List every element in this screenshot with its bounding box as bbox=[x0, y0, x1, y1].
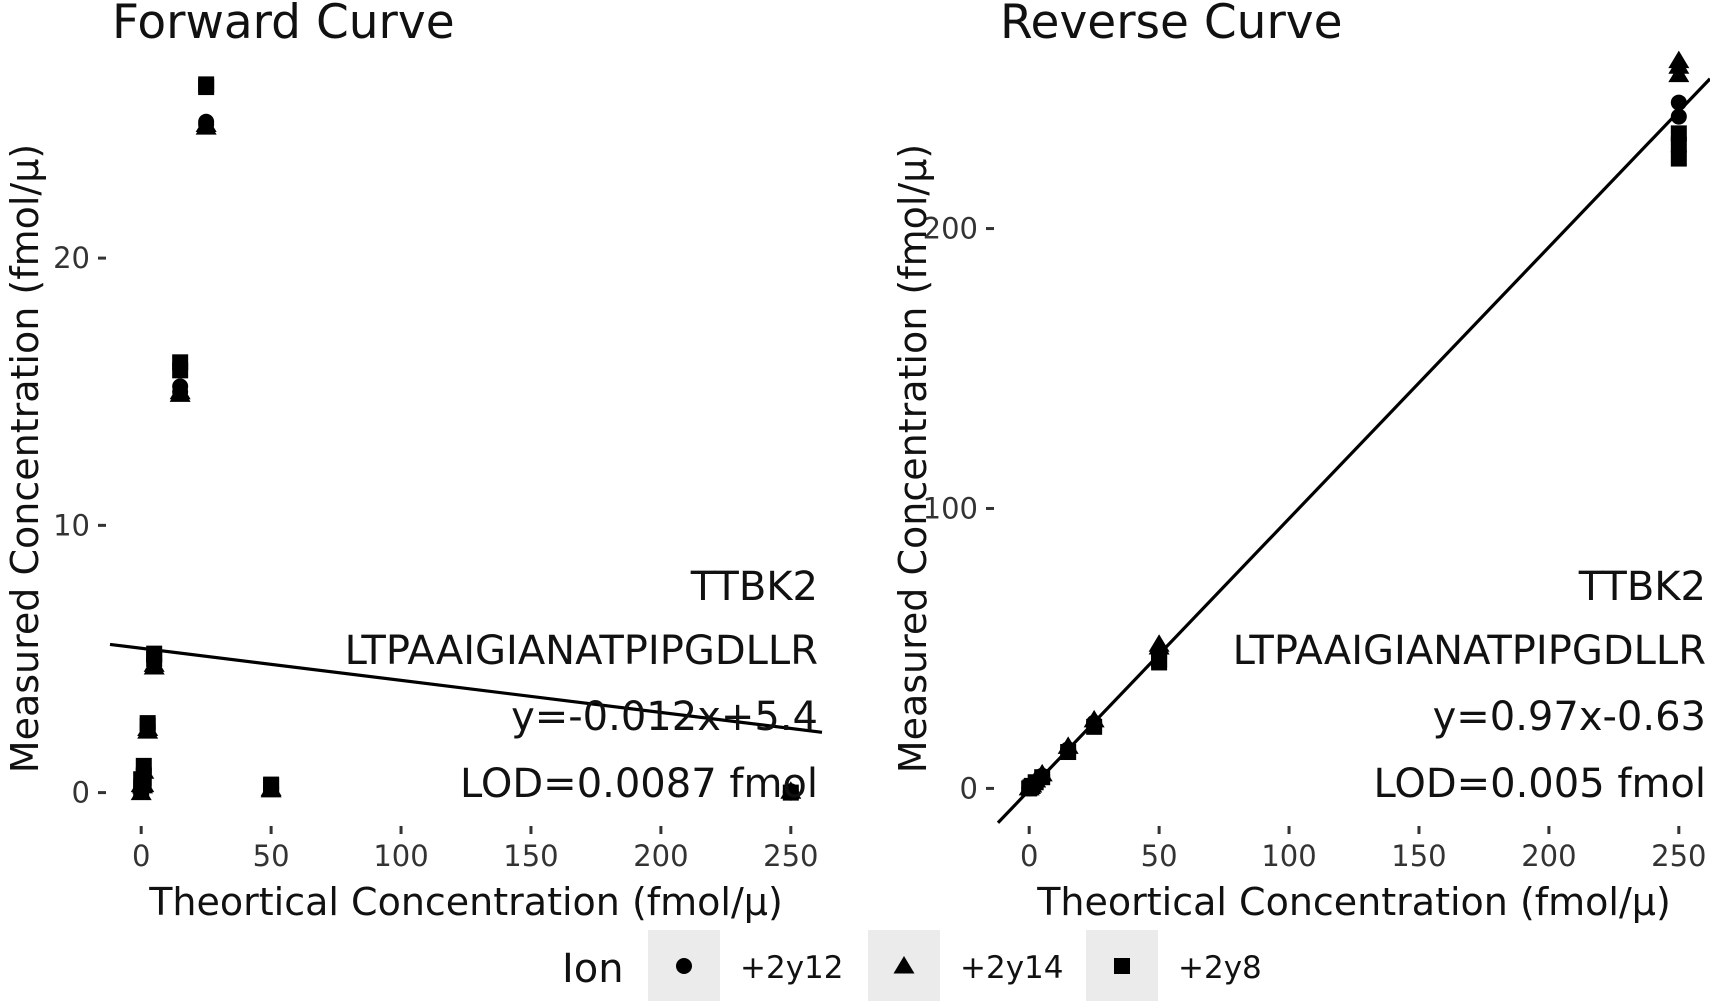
data-point bbox=[263, 776, 280, 793]
data-point bbox=[1151, 651, 1168, 668]
x-axis-title: Theortical Concentration (fmol/µ) bbox=[148, 880, 783, 924]
x-tick-label: 0 bbox=[1020, 839, 1038, 873]
chart-title: Reverse Curve bbox=[1000, 0, 1343, 50]
data-point bbox=[1034, 769, 1051, 786]
x-tick-label: 150 bbox=[1391, 839, 1446, 873]
x-tick-label: 100 bbox=[1261, 839, 1316, 873]
data-point bbox=[1148, 634, 1170, 652]
y-tick-label: 10 bbox=[53, 508, 90, 542]
data-point bbox=[172, 354, 189, 371]
data-point bbox=[1670, 94, 1687, 111]
data-point bbox=[135, 757, 152, 774]
x-tick-label: 200 bbox=[633, 839, 688, 873]
data-point bbox=[198, 76, 215, 93]
x-tick-label: 250 bbox=[763, 839, 818, 873]
legend-label: +2y14 bbox=[960, 950, 1064, 986]
x-axis-title: Theortical Concentration (fmol/µ) bbox=[1036, 880, 1671, 924]
data-point bbox=[195, 114, 217, 132]
data-point bbox=[782, 784, 799, 801]
annotation-text: LTPAAIGIANATPIPGDLLR bbox=[1233, 628, 1706, 674]
y-tick-label: 0 bbox=[960, 771, 978, 805]
legend-title: Ion bbox=[562, 946, 624, 992]
data-point bbox=[169, 381, 191, 400]
legend: Ion +2y12 +2y14 +2y8 bbox=[562, 930, 1262, 1001]
fit-line bbox=[996, 77, 1710, 824]
annotation-text: LTPAAIGIANATPIPGDLLR bbox=[345, 628, 818, 674]
y-tick-label: 100 bbox=[923, 491, 978, 525]
legend-key-circle bbox=[676, 958, 692, 974]
x-tick-label: 150 bbox=[503, 839, 558, 873]
y-tick-label: 20 bbox=[53, 241, 90, 275]
legend-key-square bbox=[1114, 958, 1130, 974]
annotation-text: y=-0.012x+5.4 bbox=[511, 694, 818, 740]
annotation-text: y=0.97x-0.63 bbox=[1433, 694, 1706, 740]
legend-key-triangle bbox=[893, 956, 915, 974]
fit-line bbox=[109, 642, 823, 734]
data-point bbox=[1670, 150, 1687, 167]
legend-label: +2y8 bbox=[1178, 950, 1262, 986]
x-tick-label: 50 bbox=[253, 839, 290, 873]
data-point bbox=[1668, 50, 1690, 69]
x-tick-label: 100 bbox=[373, 839, 428, 873]
annotation-text: LOD=0.005 fmol bbox=[1373, 761, 1706, 807]
data-point bbox=[1670, 125, 1687, 142]
x-tick-label: 0 bbox=[132, 839, 150, 873]
data-point bbox=[1086, 718, 1103, 735]
data-point bbox=[1670, 108, 1687, 125]
annotation-text: LOD=0.0087 fmol bbox=[460, 761, 818, 807]
annotation-text: TTBK2 bbox=[1578, 564, 1706, 610]
x-tick-label: 50 bbox=[1141, 839, 1178, 873]
data-point bbox=[146, 645, 163, 662]
x-tick-label: 250 bbox=[1651, 839, 1706, 873]
x-tick-label: 200 bbox=[1521, 839, 1576, 873]
annotation-text: TTBK2 bbox=[690, 564, 818, 610]
chart-title: Forward Curve bbox=[112, 0, 455, 50]
y-tick-label: 0 bbox=[72, 776, 90, 810]
y-axis-title: Measured Concentration (fmol/µ) bbox=[891, 144, 935, 773]
data-point bbox=[139, 715, 156, 732]
data-point bbox=[1060, 744, 1077, 761]
y-axis-title: Measured Concentration (fmol/µ) bbox=[3, 144, 47, 773]
legend-label: +2y12 bbox=[740, 950, 844, 986]
reverse-curve-panel: Reverse Curve 0 100 200 0 50 100 150 200 250 Theor… bbox=[891, 0, 1710, 924]
y-tick-label: 200 bbox=[923, 212, 978, 246]
